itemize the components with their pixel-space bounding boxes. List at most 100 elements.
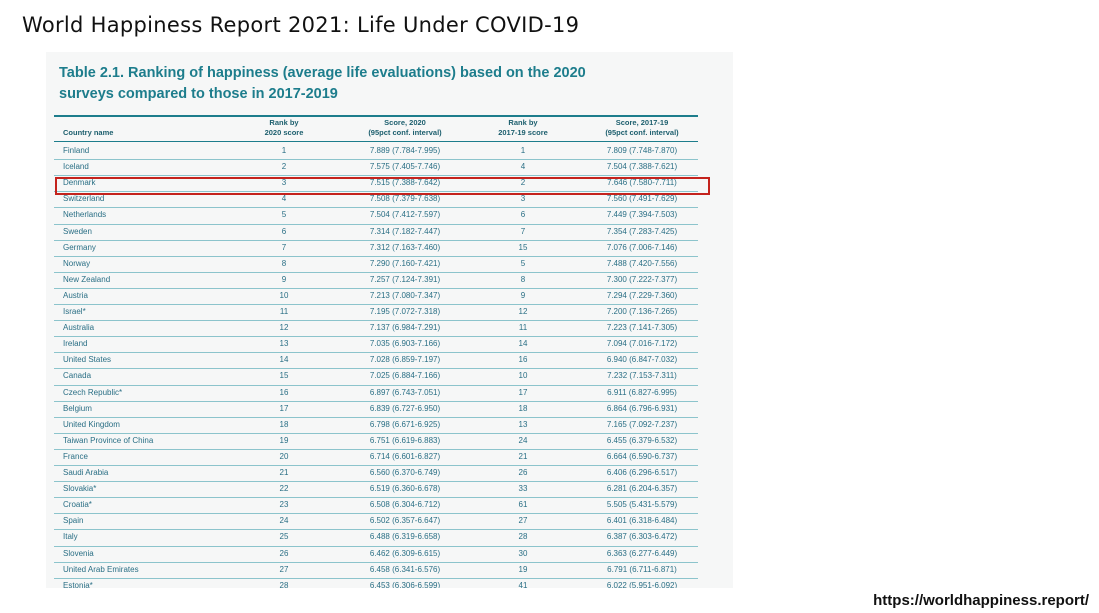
row-rule bbox=[54, 207, 698, 209]
table-cell: Denmark bbox=[63, 178, 96, 188]
table-cell: 28 bbox=[279, 580, 289, 588]
table-cell: 25 bbox=[279, 532, 289, 542]
table-cell: 7.025 (6.884-7.166) bbox=[369, 371, 441, 381]
table-cell: 7.515 (7.388-7.642) bbox=[369, 178, 441, 188]
table-cell: 61 bbox=[518, 500, 528, 510]
table-cell: 17 bbox=[279, 403, 289, 413]
table-cell: 2 bbox=[281, 162, 287, 172]
table-cell: 7.504 (7.388-7.621) bbox=[606, 162, 678, 172]
table-cell: 7.076 (7.006-7.146) bbox=[606, 242, 678, 252]
row-rule bbox=[54, 513, 698, 515]
table-cell: Switzerland bbox=[63, 194, 105, 204]
table-cell: 12 bbox=[279, 323, 289, 333]
table-cell: 7.504 (7.412-7.597) bbox=[369, 210, 441, 220]
table-cell: 33 bbox=[518, 484, 528, 494]
table-cell: 23 bbox=[279, 500, 289, 510]
table-cell: 6.453 (6.306-6.599) bbox=[369, 580, 441, 588]
row-rule bbox=[54, 352, 698, 354]
table-cell: 7.094 (7.016-7.172) bbox=[606, 339, 678, 349]
row-rule bbox=[54, 577, 698, 579]
column-header: (95pct conf. interval) bbox=[368, 128, 442, 137]
column-header: Rank by bbox=[269, 118, 299, 127]
table-image: Table 2.1. Ranking of happiness (average… bbox=[46, 52, 733, 588]
header-rule bbox=[54, 141, 698, 142]
table-cell: 7.575 (7.405-7.746) bbox=[369, 162, 441, 172]
table-cell: 7.213 (7.080-7.347) bbox=[369, 290, 441, 300]
table-cell: 7.646 (7.580-7.711) bbox=[607, 178, 677, 188]
row-rule bbox=[54, 432, 698, 434]
table-cell: Israel* bbox=[63, 307, 86, 316]
table-cell: Slovenia bbox=[63, 548, 94, 558]
table-cell: 9 bbox=[520, 290, 526, 300]
table-cell: 7.314 (7.182-7.447) bbox=[369, 226, 441, 236]
table-cell: 3 bbox=[520, 194, 526, 204]
row-rule bbox=[54, 159, 698, 161]
table-cell: 6 bbox=[520, 210, 526, 220]
table-cell: 12 bbox=[518, 307, 528, 316]
table-cell: 4 bbox=[281, 194, 287, 204]
column-header: 2017-19 score bbox=[498, 128, 548, 137]
table-cell: 41 bbox=[518, 580, 528, 588]
table-cell: 7 bbox=[281, 242, 287, 252]
table-cell: 7 bbox=[520, 226, 526, 236]
table-cell: 6.940 (6.847-7.032) bbox=[606, 355, 678, 365]
table-cell: Netherlands bbox=[63, 210, 107, 220]
table-cell: 7.028 (6.859-7.197) bbox=[369, 355, 441, 365]
table-cell: 16 bbox=[518, 355, 528, 365]
table-cell: Australia bbox=[63, 323, 95, 333]
table-cell: 2 bbox=[520, 178, 526, 188]
row-rule bbox=[54, 481, 698, 483]
table-cell: 7.035 (6.903-7.166) bbox=[369, 339, 441, 349]
table-cell: 22 bbox=[279, 484, 289, 494]
column-header: Rank by bbox=[508, 118, 538, 127]
table-cell: 6.363 (6.277-6.449) bbox=[606, 548, 678, 558]
table-cell: 6.791 (6.711-6.871) bbox=[607, 564, 677, 574]
row-rule bbox=[54, 287, 698, 289]
table-cell: 10 bbox=[518, 371, 528, 381]
table-cell: 5 bbox=[520, 258, 526, 268]
table-cell: 6.502 (6.357-6.647) bbox=[369, 516, 441, 526]
table-cell: 30 bbox=[518, 548, 528, 558]
table-cell: Italy bbox=[63, 532, 78, 542]
table-cell: 18 bbox=[518, 403, 528, 413]
table-cell: 3 bbox=[281, 178, 287, 188]
row-rule bbox=[54, 271, 698, 273]
table-cell: 8 bbox=[281, 258, 287, 268]
row-rule bbox=[54, 497, 698, 499]
table-cell: 6.911 (6.827-6.995) bbox=[607, 387, 677, 397]
table-cell: 10 bbox=[279, 290, 289, 300]
table-cell: Slovakia* bbox=[63, 484, 97, 494]
table-cell: 15 bbox=[279, 371, 289, 381]
table-cell: 6.462 (6.309-6.615) bbox=[369, 548, 441, 558]
table-cell: Croatia* bbox=[63, 500, 92, 510]
table-cell: Iceland bbox=[63, 162, 89, 172]
table-cell: 13 bbox=[279, 339, 289, 349]
table-cell: Germany bbox=[63, 242, 96, 252]
table-cell: Taiwan Province of China bbox=[63, 435, 154, 445]
table-cell: 7.889 (7.784-7.995) bbox=[369, 146, 441, 155]
table-cell: Czech Republic* bbox=[63, 387, 123, 397]
table-cell: Belgium bbox=[63, 403, 92, 413]
row-rule bbox=[54, 465, 698, 466]
table-cell: 4 bbox=[520, 162, 526, 172]
table-cell: 6.897 (6.743-7.051) bbox=[369, 387, 441, 397]
table-cell: 9 bbox=[281, 274, 287, 284]
row-rule bbox=[54, 416, 698, 418]
table-cell: 6.664 (6.590-6.737) bbox=[606, 451, 678, 461]
column-header: Score, 2017-19 bbox=[615, 118, 669, 127]
row-rule bbox=[54, 545, 698, 547]
row-rule bbox=[54, 400, 698, 402]
table-cell: 7.560 (7.491-7.629) bbox=[606, 194, 678, 204]
table-cell: 6.714 (6.601-6.827) bbox=[369, 451, 441, 461]
table-cell: 19 bbox=[518, 564, 528, 574]
table-cell: 24 bbox=[518, 435, 528, 445]
row-rule bbox=[54, 448, 698, 450]
table-cell: 7.294 (7.229-7.360) bbox=[606, 290, 678, 300]
highlight-box bbox=[55, 177, 710, 195]
table-cell: 6.519 (6.360-6.678) bbox=[369, 484, 441, 494]
table-cell: 6.560 (6.370-6.749) bbox=[369, 468, 441, 477]
row-rule bbox=[54, 368, 698, 370]
table-cell: 26 bbox=[518, 468, 528, 477]
table-cell: 6.751 (6.619-6.883) bbox=[369, 435, 441, 445]
